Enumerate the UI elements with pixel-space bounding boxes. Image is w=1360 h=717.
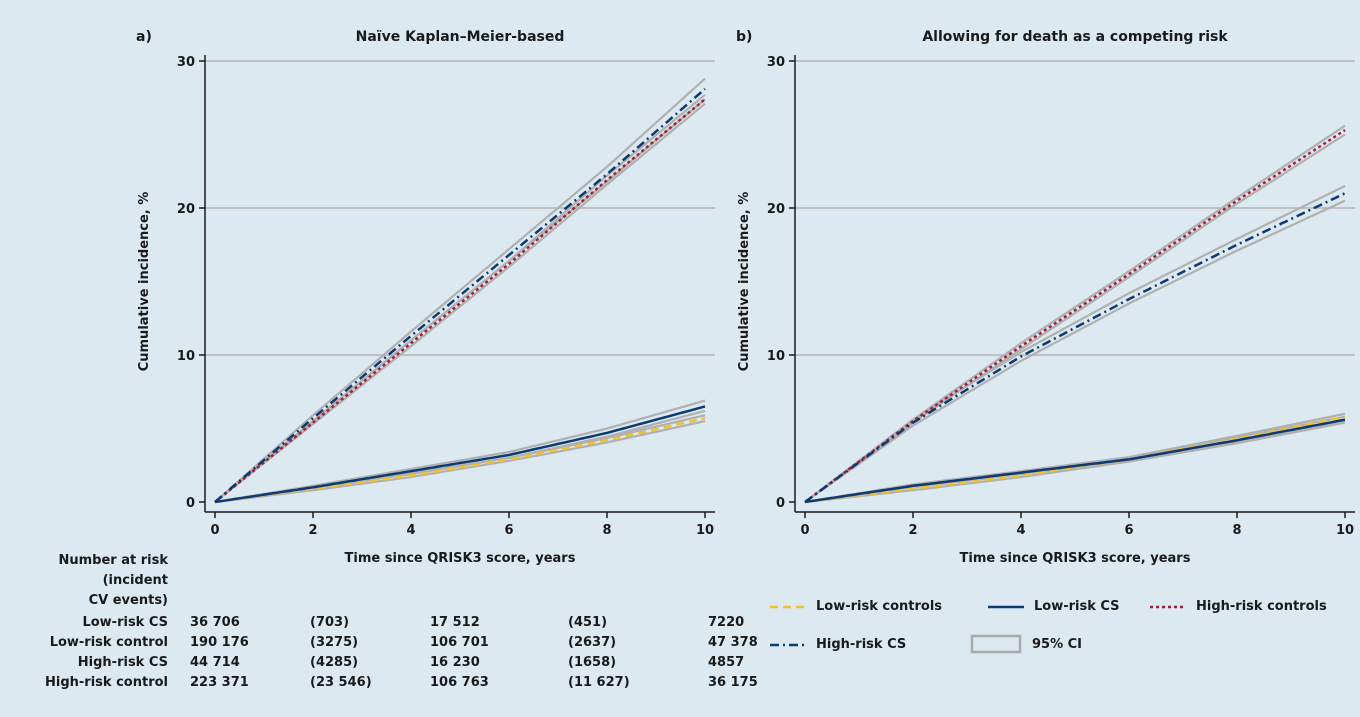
series-line-high-risk-controls bbox=[804, 129, 1346, 503]
risk-cell: (451) bbox=[568, 615, 608, 630]
series-line-high-risk-cs bbox=[214, 87, 706, 503]
risk-cell: 47 378 bbox=[708, 635, 758, 650]
x-tick-label: 8 bbox=[1232, 523, 1241, 538]
x-axis-label: Time since QRISK3 score, years bbox=[345, 551, 576, 566]
risk-row-label: Low-risk CS bbox=[82, 615, 168, 630]
risk-table-header-line: CV events) bbox=[88, 593, 168, 608]
ci-lower-line bbox=[214, 409, 706, 504]
x-tick-label: 4 bbox=[406, 523, 415, 538]
ci-lower-line bbox=[804, 133, 1346, 503]
risk-cell: 44 714 bbox=[190, 655, 240, 670]
legend-item-low-risk-controls: Low-risk controls bbox=[768, 599, 942, 614]
series-line-high-risk-controls bbox=[214, 98, 706, 503]
x-tick-label: 2 bbox=[308, 523, 317, 538]
y-tick-label: 20 bbox=[177, 202, 195, 217]
ci-upper-line bbox=[804, 184, 1346, 503]
panel-label: b) bbox=[736, 29, 752, 45]
legend-item-high-risk-controls: High-risk controls bbox=[1148, 599, 1327, 614]
risk-row-label: High-risk control bbox=[45, 675, 168, 690]
risk-cell: 223 371 bbox=[190, 675, 249, 690]
x-tick-label: 4 bbox=[1016, 523, 1025, 538]
x-tick-label: 2 bbox=[908, 523, 917, 538]
legend-item-high-risk-cs: High-risk CS bbox=[768, 637, 906, 652]
ci-lower-line bbox=[804, 420, 1346, 504]
x-tick-label: 6 bbox=[1124, 523, 1133, 538]
y-axis-label: Cumulative incidence, % bbox=[137, 192, 152, 372]
risk-cell: 4857 bbox=[708, 655, 745, 670]
legend-label: Low-risk controls bbox=[816, 599, 943, 614]
y-tick-label: 30 bbox=[767, 55, 785, 70]
x-tick-label: 0 bbox=[800, 523, 809, 538]
chart-title: Allowing for death as a competing risk bbox=[922, 29, 1228, 45]
legend-label: Low-risk CS bbox=[1034, 599, 1120, 614]
legend-item-95-ci: 95% CI bbox=[968, 633, 1082, 655]
chart-title: Naïve Kaplan–Meier-based bbox=[356, 29, 565, 45]
y-tick-label: 30 bbox=[177, 55, 195, 70]
x-tick-label: 10 bbox=[1336, 523, 1354, 538]
y-tick-label: 0 bbox=[776, 496, 785, 511]
risk-cell: 106 701 bbox=[430, 635, 489, 650]
risk-cell: 106 763 bbox=[430, 675, 489, 690]
legend-swatch-dot bbox=[1150, 605, 1186, 608]
risk-cell: 16 230 bbox=[430, 655, 480, 670]
legend-label: High-risk controls bbox=[1196, 599, 1327, 614]
risk-cell: (2637) bbox=[568, 635, 617, 650]
legend: Low-risk controls Low-risk CS High-risk … bbox=[768, 599, 1348, 655]
chart-panel-1: b) Allowing for death as a competing risk… bbox=[736, 29, 1355, 566]
x-tick-label: 10 bbox=[696, 523, 714, 538]
risk-cell: 17 512 bbox=[430, 615, 480, 630]
risk-cell: 190 176 bbox=[190, 635, 249, 650]
ci-lower-line bbox=[214, 98, 706, 503]
y-tick-label: 10 bbox=[767, 349, 785, 364]
ci-upper-line bbox=[214, 77, 706, 503]
risk-cell: 36 175 bbox=[708, 675, 758, 690]
risk-cell: (3275) bbox=[310, 635, 359, 650]
risk-cell: (4285) bbox=[310, 655, 359, 670]
legend-swatch-solid bbox=[988, 605, 1024, 608]
y-tick-label: 10 bbox=[177, 349, 195, 364]
risk-cell: 7220 bbox=[708, 615, 745, 630]
y-tick-label: 20 bbox=[767, 202, 785, 217]
x-tick-label: 6 bbox=[504, 523, 513, 538]
risk-row-label: Low-risk control bbox=[49, 635, 168, 650]
ci-upper-line bbox=[214, 399, 706, 504]
risk-table-header-line: (incident bbox=[102, 573, 168, 588]
series-line-low-risk-cs bbox=[214, 405, 706, 504]
y-axis-label: Cumulative incidence, % bbox=[737, 192, 752, 372]
series-line-low-risk-controls bbox=[804, 415, 1346, 504]
risk-row-label: High-risk CS bbox=[77, 655, 168, 670]
legend-item-low-risk-cs: Low-risk CS bbox=[986, 599, 1120, 614]
risk-cell: (23 546) bbox=[310, 675, 372, 690]
risk-cell: (11 627) bbox=[568, 675, 630, 690]
risk-table-header-line: Number at risk bbox=[58, 553, 168, 568]
x-tick-label: 8 bbox=[602, 523, 611, 538]
chart-panel-0: a) Naïve Kaplan–Meier-based 0 10 20 30 0 2 4 6 8 10… bbox=[136, 29, 715, 566]
risk-cell: (1658) bbox=[568, 655, 617, 670]
legend-swatch-dash bbox=[770, 605, 806, 608]
series-line-high-risk-cs bbox=[804, 192, 1346, 504]
risk-cell: (703) bbox=[310, 615, 350, 630]
y-tick-label: 0 bbox=[186, 496, 195, 511]
legend-swatch-dashdot bbox=[770, 643, 806, 646]
x-axis-label: Time since QRISK3 score, years bbox=[960, 551, 1191, 566]
legend-label: 95% CI bbox=[1032, 636, 1083, 652]
ci-lower-line bbox=[804, 421, 1346, 504]
ci-lower-line bbox=[804, 199, 1346, 503]
x-tick-label: 0 bbox=[210, 523, 219, 538]
legend-swatch-ci bbox=[970, 634, 1022, 654]
series-line-low-risk-cs bbox=[804, 418, 1346, 504]
panel-label: a) bbox=[136, 29, 152, 45]
risk-cell: 36 706 bbox=[190, 615, 240, 630]
legend-label: High-risk CS bbox=[816, 637, 907, 652]
